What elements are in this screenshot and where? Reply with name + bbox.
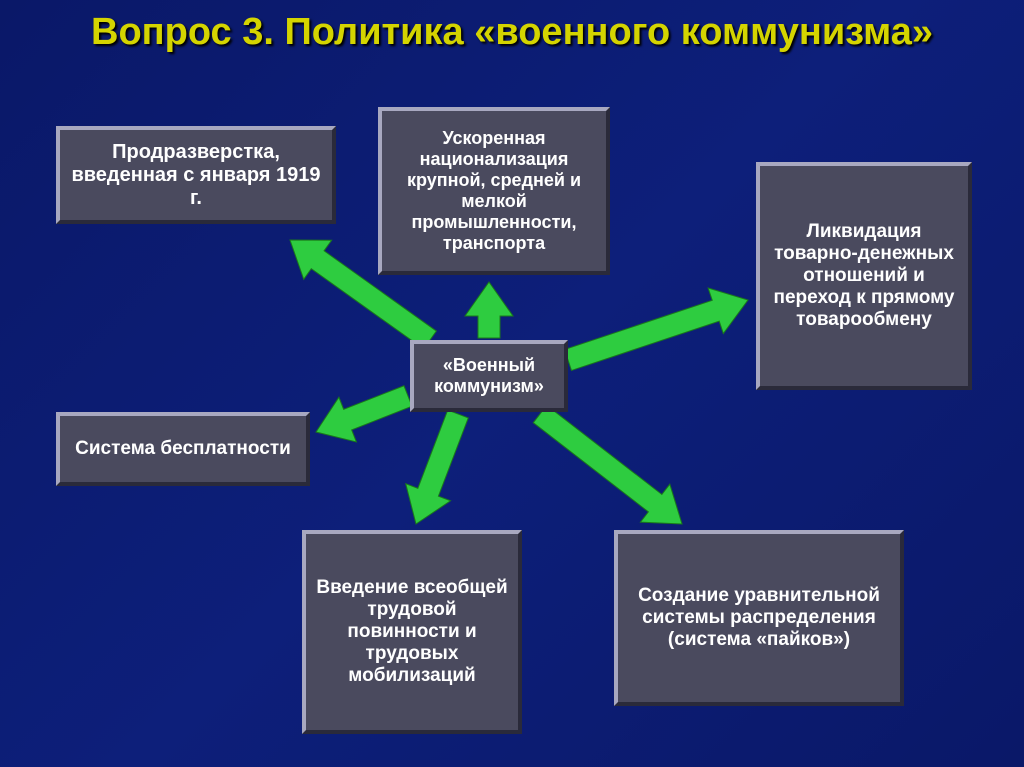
concept-box-b5: Введение всеобщей трудовой повинности и … [302, 530, 522, 734]
arrow-a5 [406, 410, 469, 524]
concept-text: Система бесплатности [75, 438, 291, 460]
concept-text: Ликвидация товарно-денежных отношений и … [768, 221, 960, 331]
concept-box-b4: Система бесплатности [56, 412, 310, 486]
concept-text: Продразверстка, введенная с января 1919 … [68, 141, 324, 210]
concept-box-b3: Ликвидация товарно-денежных отношений и … [756, 162, 972, 390]
arrow-a4 [316, 386, 412, 442]
concept-box-b6: Создание уравнительной системы распредел… [614, 530, 904, 706]
concept-text: Ускоренная национализация крупной, средн… [390, 128, 598, 254]
arrow-a6 [533, 405, 682, 524]
concept-box-b2: Ускоренная национализация крупной, средн… [378, 107, 610, 275]
arrow-a3 [565, 288, 748, 370]
slide-title: Вопрос 3. Политика «военного коммунизма» [0, 0, 1024, 56]
arrow-a2 [465, 282, 513, 338]
concept-text: Введение всеобщей трудовой повинности и … [314, 577, 510, 687]
concept-box-b1: Продразверстка, введенная с января 1919 … [56, 126, 336, 224]
title-text: Вопрос 3. Политика «военного коммунизма» [91, 11, 933, 53]
center-box: «Военный коммунизм» [410, 340, 568, 412]
center-text: «Военный коммунизм» [422, 355, 556, 397]
concept-text: Создание уравнительной системы распредел… [626, 585, 892, 651]
